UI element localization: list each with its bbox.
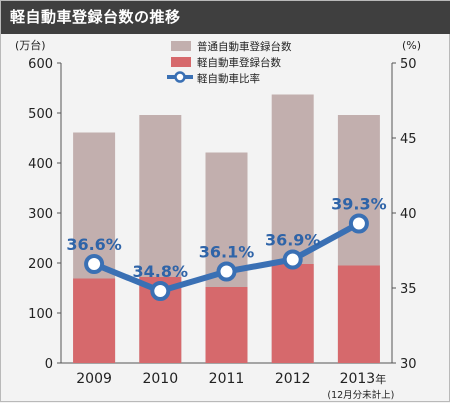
- legend-label-kei: 軽自動車登録台数: [197, 56, 281, 69]
- bar-kei: [73, 278, 116, 363]
- bar-kei: [205, 287, 248, 363]
- left-tick-label: 300: [28, 207, 53, 222]
- x-tick-label: 2009: [76, 371, 112, 387]
- x-tick-label: 2010: [142, 371, 178, 387]
- x-tick-label: 2012: [275, 371, 311, 387]
- left-tick-label: 500: [28, 107, 53, 122]
- ratio-data-label: 36.6%: [66, 235, 122, 254]
- right-tick-label: 50: [400, 57, 417, 72]
- right-tick-label: 40: [400, 207, 417, 222]
- bar-kei: [337, 265, 380, 363]
- left-tick-label: 100: [28, 307, 53, 322]
- legend-swatch-kei: [171, 57, 191, 67]
- ratio-point: [150, 281, 171, 301]
- left-tick-label: 600: [28, 57, 53, 72]
- left-axis-unit: (万台): [15, 38, 46, 52]
- right-tick-label: 45: [400, 132, 417, 147]
- legend-marker-ratio: [174, 71, 186, 83]
- right-axis-unit: (%): [402, 39, 421, 52]
- x-tick-label: 2013年: [340, 371, 387, 387]
- x-tick-suffix: 年: [375, 372, 386, 386]
- category-note: (12月分未計上): [327, 389, 394, 401]
- left-tick-label: 0: [45, 357, 53, 372]
- bar-kei: [271, 264, 314, 363]
- ratio-data-label: 36.9%: [265, 231, 321, 250]
- ratio-data-label: 36.1%: [199, 243, 255, 262]
- right-tick-label: 30: [400, 357, 417, 372]
- right-tick-label: 35: [400, 282, 417, 297]
- chart-title: 軽自動車登録台数の推移: [1, 1, 450, 34]
- ratio-data-label: 39.3%: [331, 195, 387, 214]
- left-tick-label: 200: [28, 257, 53, 272]
- ratio-point: [282, 249, 303, 270]
- legend-label-total: 普通自動車登録台数: [197, 40, 292, 53]
- left-tick-label: 400: [28, 157, 53, 172]
- ratio-point: [84, 254, 105, 274]
- x-tick-label: 2011: [209, 371, 245, 387]
- legend-swatch-total: [171, 41, 191, 51]
- ratio-point: [348, 213, 369, 234]
- ratio-data-label: 34.8%: [133, 262, 189, 281]
- ratio-point: [216, 261, 237, 282]
- legend-label-ratio: 軽自動車比率: [197, 72, 260, 85]
